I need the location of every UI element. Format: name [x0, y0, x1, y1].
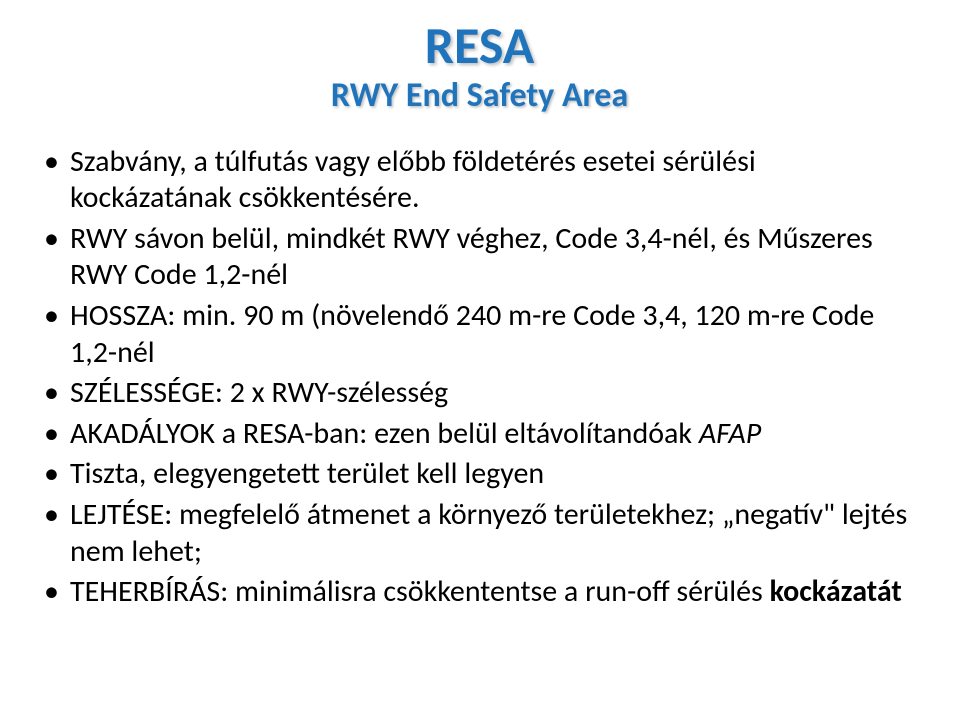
bullet-item: Szabvány, a túlfutás vagy előbb földetér… [42, 144, 923, 217]
bullet-item: AKADÁLYOK a RESA-ban: ezen belül eltávol… [42, 416, 923, 453]
bullet-item: SZÉLESSÉGE: 2 x RWY-szélesség [42, 375, 923, 412]
bullet-item: Tiszta, elegyengetett terület kell legye… [42, 456, 923, 493]
slide: RESA RWY End Safety Area Szabvány, a túl… [0, 0, 959, 725]
title-block: RESA RWY End Safety Area [36, 18, 923, 116]
bullet-item: TEHERBÍRÁS: minimálisra csökkententse a … [42, 574, 923, 611]
bullet-list: Szabvány, a túlfutás vagy előbb földetér… [42, 144, 923, 611]
bullet-item: LEJTÉSE: megfelelő átmenet a környező te… [42, 497, 923, 570]
bullet-item: HOSSZA: min. 90 m (növelendő 240 m-re Co… [42, 298, 923, 371]
subtitle: RWY End Safety Area [36, 75, 923, 116]
bullet-item: RWY sávon belül, mindkét RWY véghez, Cod… [42, 221, 923, 294]
main-title: RESA [36, 18, 923, 73]
